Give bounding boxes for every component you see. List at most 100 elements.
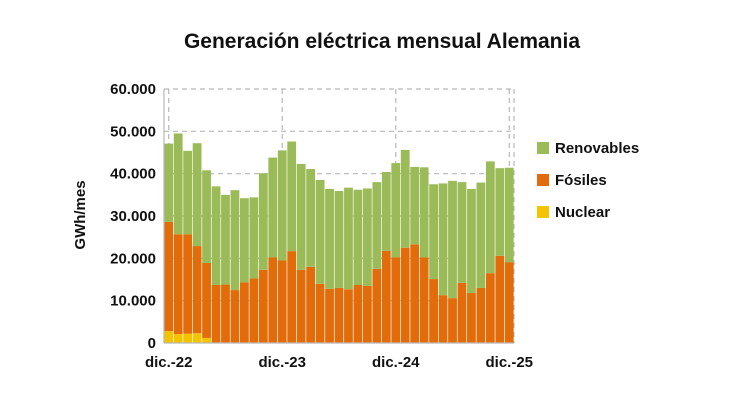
bar-fosiles <box>192 246 202 334</box>
bar-fosiles <box>419 257 429 343</box>
bar-fosiles <box>315 283 325 343</box>
bar-renovables <box>372 182 382 269</box>
bar-renovables <box>173 133 183 235</box>
y-tick-label: 10.000 <box>110 293 156 310</box>
bar-renovables <box>344 187 353 290</box>
bar-fosiles <box>211 285 221 343</box>
bar-renovables <box>183 150 193 235</box>
bar-fosiles <box>495 255 505 343</box>
bar-fosiles <box>173 234 183 335</box>
bar-fosiles <box>296 269 306 343</box>
legend-swatch-fosiles <box>537 174 549 186</box>
bar-renovables <box>296 163 306 270</box>
bar-renovables <box>381 171 391 251</box>
bar-fosiles <box>230 290 240 343</box>
bar-fosiles <box>202 262 211 338</box>
bar-fosiles <box>457 282 467 343</box>
bar-fosiles <box>164 221 174 332</box>
bar-renovables <box>448 180 457 299</box>
bar-renovables <box>362 188 372 286</box>
axes <box>163 89 514 344</box>
bar-renovables <box>410 166 420 245</box>
bar-renovables <box>249 197 259 279</box>
bar-renovables <box>334 191 344 288</box>
bar-renovables <box>258 173 268 270</box>
bar-renovables <box>240 198 249 283</box>
bar-fosiles <box>221 284 230 343</box>
bar-renovables <box>476 182 486 288</box>
bar-renovables <box>429 184 438 280</box>
bar-renovables <box>202 170 211 263</box>
legend-swatch-renovables <box>537 142 549 154</box>
bar-fosiles <box>381 250 391 343</box>
bar-fosiles <box>504 262 514 343</box>
bar-renovables <box>400 149 410 248</box>
bar-renovables <box>230 190 240 291</box>
bar-fosiles <box>353 285 363 343</box>
bar-nuclear <box>192 333 202 343</box>
bar-renovables <box>457 182 467 283</box>
bar-fosiles <box>344 289 353 343</box>
bar-renovables <box>221 194 230 285</box>
bar-fosiles <box>334 287 344 343</box>
bar-renovables <box>315 180 325 284</box>
legend-label-fosiles: Fósiles <box>555 172 607 189</box>
x-tick-label: dic.-22 <box>145 354 193 371</box>
bar-renovables <box>192 143 202 247</box>
chart-title: Generación eléctrica mensual Alemania <box>184 30 580 53</box>
legend-swatch-nuclear <box>537 206 549 218</box>
bar-fosiles <box>287 251 297 343</box>
y-tick-label: 60.000 <box>110 81 156 98</box>
y-tick-label: 0 <box>148 335 156 352</box>
bar-fosiles <box>258 269 268 343</box>
bar-renovables <box>504 167 514 263</box>
bars <box>164 133 514 343</box>
bar-nuclear <box>202 337 211 343</box>
bar-fosiles <box>485 273 495 343</box>
y-tick-label: 40.000 <box>110 166 156 183</box>
bar-fosiles <box>400 247 410 343</box>
y-tick-labels: 0 10.000 20.000 30.000 40.000 50.000 60.000 <box>110 81 156 352</box>
bar-fosiles <box>438 295 448 343</box>
bar-renovables <box>419 167 429 258</box>
y-tick-label: 50.000 <box>110 123 156 140</box>
bar-fosiles <box>410 244 420 343</box>
bar-fosiles <box>391 257 401 343</box>
bar-nuclear <box>164 331 174 343</box>
x-tick-labels: dic.-22 dic.-23 dic.-24 dic.-25 <box>145 354 533 371</box>
y-axis-label: GWh/mes <box>72 180 89 249</box>
legend: Renovables Fósiles Nuclear <box>537 140 639 221</box>
y-tick-label: 30.000 <box>110 208 156 225</box>
bar-renovables <box>485 161 495 274</box>
bar-renovables <box>306 169 316 267</box>
y-tick-label: 20.000 <box>110 250 156 267</box>
bar-fosiles <box>429 279 438 343</box>
bar-fosiles <box>249 278 259 343</box>
bar-renovables <box>391 163 401 258</box>
bar-fosiles <box>183 234 193 334</box>
bar-fosiles <box>448 298 457 343</box>
bar-fosiles <box>476 287 486 343</box>
bar-nuclear <box>173 334 183 343</box>
bar-renovables <box>287 141 297 252</box>
bar-renovables <box>211 186 221 286</box>
bar-fosiles <box>362 285 372 343</box>
bar-renovables <box>325 188 334 289</box>
x-tick-label: dic.-24 <box>372 354 420 371</box>
bar-renovables <box>268 157 278 258</box>
bar-renovables <box>438 183 448 296</box>
bar-renovables <box>353 189 363 286</box>
bar-fosiles <box>372 268 382 343</box>
legend-label-nuclear: Nuclear <box>555 204 610 221</box>
bar-renovables <box>277 150 287 261</box>
bar-renovables <box>164 143 174 222</box>
bar-fosiles <box>325 288 334 343</box>
bar-fosiles <box>467 293 476 343</box>
bar-fosiles <box>240 282 249 343</box>
legend-label-renovables: Renovables <box>555 140 639 157</box>
bar-nuclear <box>183 333 193 343</box>
bar-renovables <box>495 168 505 256</box>
bar-fosiles <box>306 266 316 343</box>
x-tick-label: dic.-25 <box>486 354 534 371</box>
